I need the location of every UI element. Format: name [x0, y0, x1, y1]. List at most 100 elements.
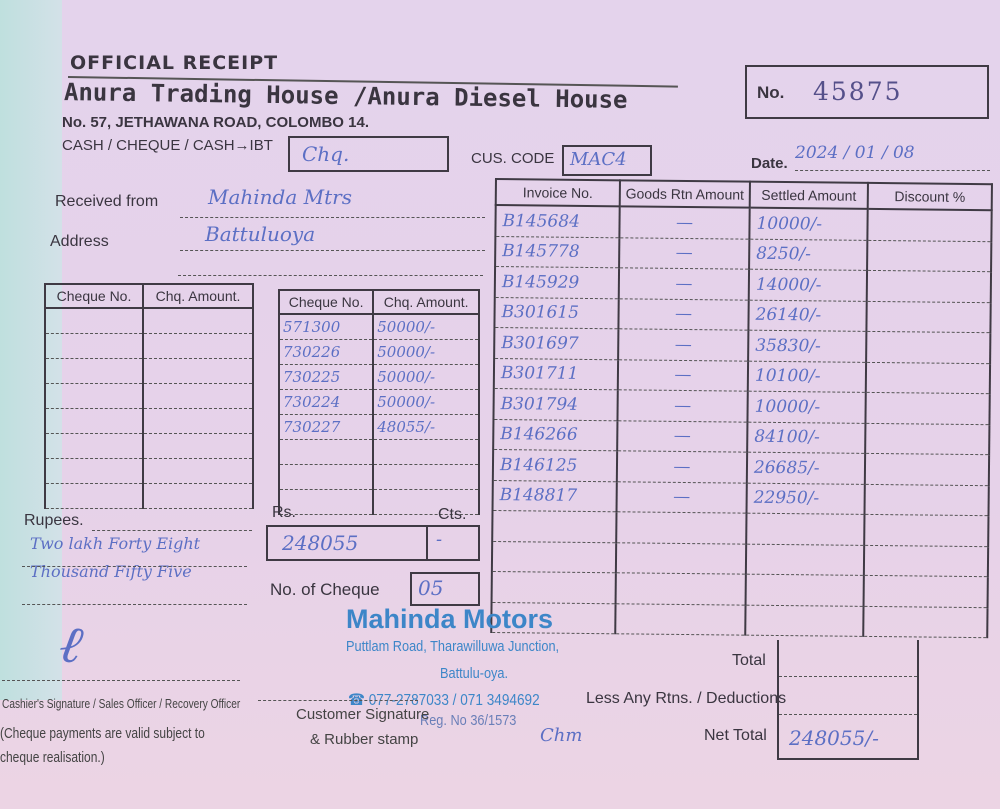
invoice-no-cell[interactable]: B301794 [493, 388, 618, 421]
settled-amount-cell[interactable]: 22950/- [746, 482, 865, 515]
cheque-no-cell[interactable] [44, 433, 144, 459]
no-of-cheque-field[interactable]: 05 [410, 572, 480, 606]
settled-amount-cell[interactable]: 8250/- [749, 238, 868, 271]
stamp-phone-text: 077-2787033 / 071 3494692 [368, 692, 540, 709]
discount-cell[interactable] [865, 422, 990, 455]
goods-rtn-cell[interactable]: — [618, 267, 750, 300]
cheque-amount-cell[interactable] [142, 408, 254, 434]
cheque-no-cell[interactable]: 730227 [277, 414, 375, 440]
cheque-amount-cell[interactable] [372, 464, 480, 490]
discount-cell[interactable] [863, 544, 989, 577]
invoice-no-cell[interactable]: B145684 [495, 205, 620, 238]
cheque-amount-cell[interactable] [142, 433, 254, 459]
cheque-amount-cell[interactable] [142, 333, 254, 359]
settled-amount-cell[interactable]: 10000/- [747, 391, 866, 423]
amount-box[interactable]: 248055 - [266, 525, 480, 561]
discount-cell[interactable] [864, 483, 989, 516]
cheque-no-cell[interactable] [44, 333, 144, 359]
goods-rtn-cell[interactable] [615, 542, 747, 575]
discount-cell[interactable] [864, 453, 990, 486]
cheque-no-cell[interactable] [44, 408, 144, 434]
goods-rtn-cell[interactable]: — [618, 298, 749, 331]
goods-rtn-cell[interactable]: — [617, 359, 749, 392]
cheque-no-cell[interactable] [44, 458, 144, 484]
cheque-amount-cell[interactable] [372, 439, 480, 465]
invoice-no-cell[interactable]: B301615 [494, 297, 619, 329]
cheque-amount-cell[interactable]: 50000/- [372, 364, 480, 390]
invoice-no-cell[interactable] [491, 540, 617, 573]
discount-cell[interactable] [867, 239, 992, 272]
invoice-no-cell[interactable]: B148817 [492, 479, 617, 512]
discount-cell[interactable] [865, 392, 990, 425]
discount-cell[interactable] [864, 514, 989, 547]
discount-cell[interactable] [863, 605, 988, 638]
invoice-no-cell[interactable]: B145778 [495, 236, 620, 268]
invoice-no-cell[interactable]: B145929 [494, 266, 620, 299]
cheque-amount-cell[interactable] [142, 358, 254, 384]
payment-type-field[interactable]: Chq. [288, 136, 449, 172]
goods-rtn-cell[interactable]: — [616, 481, 747, 514]
col-settled: Settled Amount [749, 181, 868, 209]
goods-rtn-cell[interactable]: — [617, 420, 748, 453]
cheque-amount-cell[interactable] [142, 483, 254, 509]
settled-amount-cell[interactable]: 26140/- [748, 299, 867, 332]
cheque-no-cell[interactable] [277, 439, 375, 465]
customer-signature[interactable]: Chm [540, 725, 583, 746]
rupees-words[interactable]: Two lakh Forty Eight Thousand Fifty Five [30, 534, 201, 581]
invoice-no-cell[interactable]: B301697 [494, 327, 619, 360]
goods-rtn-cell[interactable]: — [619, 237, 750, 270]
cheque-amount-cell[interactable] [142, 383, 254, 409]
cheque-no-cell[interactable] [44, 383, 144, 409]
invoice-no-cell[interactable]: B301711 [493, 358, 619, 390]
invoice-no-cell[interactable]: B146266 [493, 418, 618, 451]
discount-cell[interactable] [867, 208, 992, 242]
goods-rtn-cell[interactable]: — [618, 328, 749, 361]
settled-amount-cell[interactable] [745, 543, 865, 576]
invoice-no-cell[interactable] [492, 510, 617, 543]
discount-cell[interactable] [865, 361, 991, 394]
address-value[interactable]: Battuluoya [205, 222, 316, 246]
discount-cell[interactable] [866, 331, 991, 364]
goods-rtn-cell[interactable]: — [616, 450, 748, 483]
cheque-no-cell[interactable] [277, 464, 375, 490]
cheque-no-cell[interactable] [44, 483, 144, 509]
settled-amount-cell[interactable]: 84100/- [747, 421, 866, 454]
cheque-no-cell[interactable]: 730225 [277, 364, 375, 390]
cheque-amount-cell[interactable]: 50000/- [372, 389, 480, 415]
settled-amount-cell[interactable] [745, 604, 864, 637]
settled-amount-cell[interactable] [746, 513, 865, 545]
received-from-value[interactable]: Mahinda Mtrs [208, 185, 352, 209]
goods-rtn-cell[interactable]: — [619, 206, 750, 239]
cus-code-field[interactable]: MAC4 [562, 145, 652, 176]
discount-cell[interactable] [866, 270, 992, 303]
settled-amount-cell[interactable]: 26685/- [746, 452, 866, 484]
date-value[interactable]: 2024 / 01 / 08 [795, 143, 915, 163]
settled-amount-cell[interactable]: 10000/- [749, 207, 868, 240]
goods-rtn-cell[interactable] [616, 511, 747, 544]
cheque-amount-cell[interactable] [142, 308, 254, 334]
discount-cell[interactable] [866, 300, 991, 333]
cheque-no-cell[interactable]: 571300 [277, 314, 375, 340]
cheque-no-cell[interactable]: 730224 [277, 389, 375, 415]
goods-rtn-cell[interactable] [615, 603, 746, 636]
cheque-amount-cell[interactable]: 50000/- [372, 339, 480, 365]
cheque-amount-cell[interactable] [372, 489, 480, 515]
cheque-table-left: Cheque No. Chq. Amount. [44, 283, 254, 509]
settled-amount-cell[interactable] [745, 574, 864, 606]
discount-cell[interactable] [863, 575, 988, 608]
settled-amount-cell[interactable]: 10100/- [747, 360, 867, 393]
invoice-no-cell[interactable] [491, 571, 616, 604]
cheque-no-cell[interactable]: 730226 [277, 339, 375, 365]
goods-rtn-cell[interactable] [615, 572, 746, 605]
cheque-no-cell[interactable] [44, 308, 144, 334]
goods-rtn-cell[interactable]: — [617, 389, 748, 422]
cheque-no-cell[interactable] [44, 358, 144, 384]
rubber-stamp-label: & Rubber stamp [310, 731, 419, 748]
settled-amount-cell[interactable]: 35830/- [748, 330, 867, 362]
cheque-amount-cell[interactable]: 48055/- [372, 414, 480, 440]
invoice-no-cell[interactable]: B146125 [492, 449, 618, 482]
cheque-no-cell[interactable] [277, 489, 375, 515]
cheque-amount-cell[interactable]: 50000/- [372, 314, 480, 340]
settled-amount-cell[interactable]: 14000/- [748, 269, 868, 301]
cheque-amount-cell[interactable] [142, 458, 254, 484]
